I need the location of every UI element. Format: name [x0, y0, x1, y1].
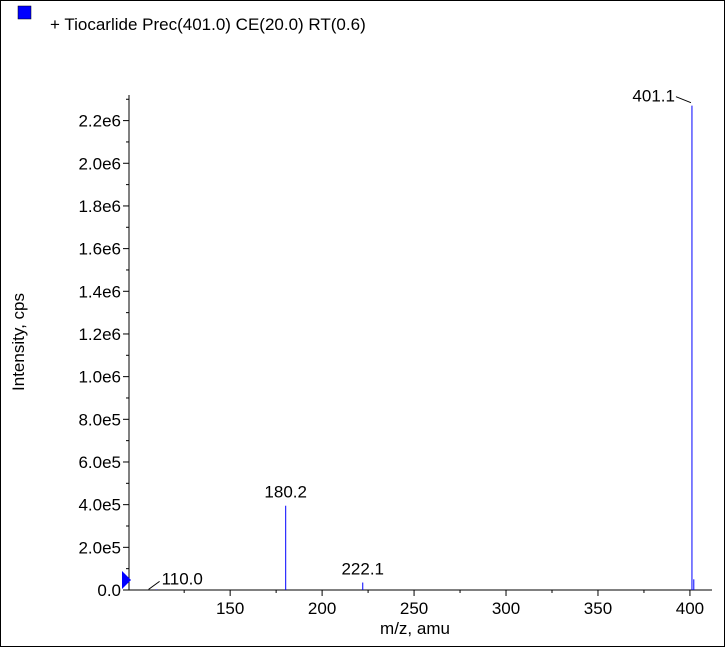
peak-label: 180.2: [264, 483, 307, 502]
chart-title: + Tiocarlide Prec(401.0) CE(20.0) RT(0.6…: [50, 15, 366, 34]
y-tick-label: 8.0e5: [78, 410, 121, 429]
y-tick-label: 2.2e6: [78, 112, 121, 131]
y-tick-label: 0.0: [97, 581, 121, 600]
y-tick-label: 6.0e5: [78, 453, 121, 472]
peak-label-leader: [675, 96, 692, 104]
y-tick-label: 1.6e6: [78, 240, 121, 259]
peak-annotations: 401.1 180.2 222.1 110.0: [148, 87, 692, 590]
x-tick-label: 400: [676, 599, 704, 618]
y-tick-label: 1.4e6: [78, 282, 121, 301]
y-tick-label: 2.0e5: [78, 538, 121, 557]
peak-label: 110.0: [162, 569, 203, 588]
y-axis-label: Intensity, cps: [9, 293, 28, 391]
x-tick-label: 350: [584, 599, 612, 618]
y-tick-label: 1.2e6: [78, 325, 121, 344]
scroll-marker-icon[interactable]: [122, 571, 131, 589]
y-tick-label: 2.0e6: [78, 154, 121, 173]
y-tick-label: 4.0e5: [78, 496, 121, 515]
x-ticks: 150 200 250 300 350 400: [183, 590, 704, 618]
x-axis-label: m/z, amu: [380, 619, 450, 638]
legend-swatch[interactable]: [17, 5, 32, 20]
x-tick-label: 250: [400, 599, 428, 618]
y-tick-label: 1.0e6: [78, 368, 121, 387]
peak-label-leader: [148, 580, 160, 590]
x-tick-label: 200: [308, 599, 336, 618]
x-tick-label: 150: [216, 599, 244, 618]
peak-label: 222.1: [341, 560, 384, 579]
y-ticks: 0.0 2.0e5 4.0e5 6.0e5 8.0e5 1.0e6 1.2e6 1.4e6 1.…: [78, 98, 129, 600]
x-tick-label: 300: [492, 599, 520, 618]
peak-label: 401.1: [632, 87, 675, 106]
y-tick-label: 1.8e6: [78, 197, 121, 216]
peaks: [156, 105, 695, 590]
